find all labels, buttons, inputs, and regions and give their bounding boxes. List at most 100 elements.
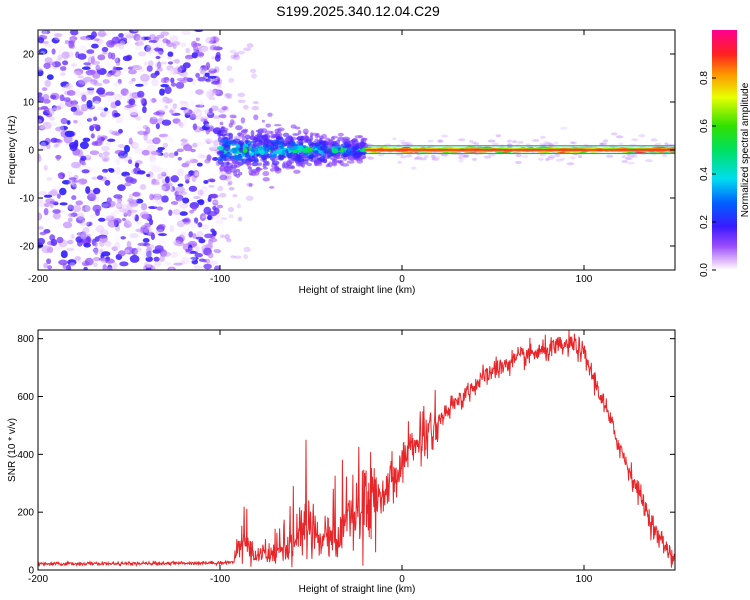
heatmap-cell [124, 246, 134, 255]
heatmap-cell [256, 131, 263, 137]
heatmap-cell [72, 99, 78, 108]
heatmap-cell [101, 155, 110, 163]
heatmap-cell [105, 141, 113, 146]
heatmap-cell [57, 54, 63, 61]
heatmap-cell [116, 176, 123, 180]
heatmap-cell [203, 263, 212, 270]
heatmap-cell [237, 50, 245, 55]
heatmap-cell [38, 191, 48, 196]
heatmap-cell [560, 157, 565, 161]
heatmap-cell [262, 177, 270, 182]
heatmap-cell [214, 265, 221, 270]
heatmap-cell [119, 208, 129, 213]
heatmap-cell [42, 94, 50, 101]
heatmap-cell [172, 118, 181, 124]
heatmap-cell [41, 87, 48, 91]
x-tick-label: 100 [576, 574, 593, 585]
heatmap-cell [61, 180, 71, 185]
heatmap-cell [224, 92, 230, 99]
heatmap-cell [128, 193, 133, 202]
heatmap-cell [147, 60, 154, 67]
heatmap-cell [164, 182, 173, 187]
heatmap-cell [114, 234, 122, 242]
heatmap-cell [164, 176, 170, 184]
heatmap-cell [431, 154, 436, 158]
heatmap-cell [123, 32, 134, 37]
x-tick-label: 0 [399, 574, 405, 585]
heatmap-cell [77, 119, 83, 128]
colorbar-ticks: 0.0 0.2 0.4 0.6 0.8 [699, 71, 716, 277]
heatmap-cell [273, 123, 282, 127]
heatmap-cell [115, 167, 121, 175]
heatmap-cell [75, 200, 83, 206]
heatmap-cell [631, 138, 639, 142]
heatmap-cell [161, 251, 172, 257]
heatmap-cell [123, 153, 130, 161]
heatmap-cell [179, 79, 188, 84]
heatmap-cell [515, 154, 522, 158]
heatmap-cell [49, 178, 58, 187]
heatmap-cell [441, 134, 449, 138]
heatmap-cell [123, 67, 128, 72]
heatmap-cell [77, 45, 88, 54]
heatmap-cell [126, 209, 132, 217]
heatmap-cell [146, 144, 156, 153]
heatmap-cell [150, 150, 161, 156]
heatmap-cell [194, 30, 204, 33]
heatmap-cell [177, 183, 184, 187]
heatmap-cell [175, 236, 180, 243]
heatmap-cell [202, 224, 209, 230]
heatmap-cell [68, 213, 75, 218]
heatmap-cell [56, 236, 64, 244]
heatmap-cell [243, 254, 248, 260]
heatmap-cell [71, 181, 82, 188]
heatmap-cell [189, 209, 195, 214]
heatmap-cell [158, 167, 168, 175]
heatmap-cell [107, 138, 116, 142]
heatmap-cell [87, 115, 94, 122]
heatmap-cell [294, 126, 301, 130]
heatmap-cell [232, 158, 236, 164]
heatmap-cell [164, 105, 169, 109]
heatmap-cell [233, 255, 242, 259]
heatmap-cell [104, 240, 112, 247]
heatmap-cell [77, 62, 82, 70]
heatmap-cell [182, 119, 188, 127]
heatmap-cell [102, 264, 107, 270]
heatmap-cell [427, 139, 434, 143]
carrier-edge-upper [365, 145, 675, 147]
heatmap-cell [150, 72, 158, 79]
heatmap-cell [129, 30, 139, 34]
heatmap-cell [151, 106, 161, 112]
heatmap-cell [58, 259, 68, 266]
heatmap-cell [347, 148, 352, 152]
heatmap-cell [217, 185, 224, 192]
heatmap-cell [47, 121, 57, 127]
heatmap-cell [193, 195, 201, 200]
heatmap-cell [176, 228, 182, 236]
heatmap-cell [419, 157, 427, 161]
heatmap-cell [127, 66, 133, 70]
heatmap-cell [143, 242, 151, 247]
heatmap-cell [274, 128, 280, 134]
heatmap-cell [262, 155, 271, 159]
heatmap-cell [118, 42, 125, 50]
heatmap-cell [61, 51, 70, 60]
heatmap-cell [162, 142, 169, 148]
heatmap-y-label: Frequency (Hz) [7, 116, 18, 185]
heatmap-cell [650, 138, 658, 142]
heatmap-cell [134, 162, 140, 168]
heatmap-cell [413, 157, 420, 161]
heatmap-cell [359, 141, 366, 148]
heatmap-cell [302, 128, 309, 135]
heatmap-cell [143, 133, 148, 141]
heatmap-cell [75, 88, 81, 97]
heatmap-cell [537, 157, 544, 161]
heatmap-cell [117, 196, 122, 204]
heatmap-cell [242, 148, 248, 153]
heatmap-cell [227, 95, 232, 100]
heatmap-cell [253, 169, 260, 176]
heatmap-cell [146, 250, 152, 258]
x-tick-label: 100 [576, 274, 593, 285]
heatmap-cell [66, 239, 74, 245]
